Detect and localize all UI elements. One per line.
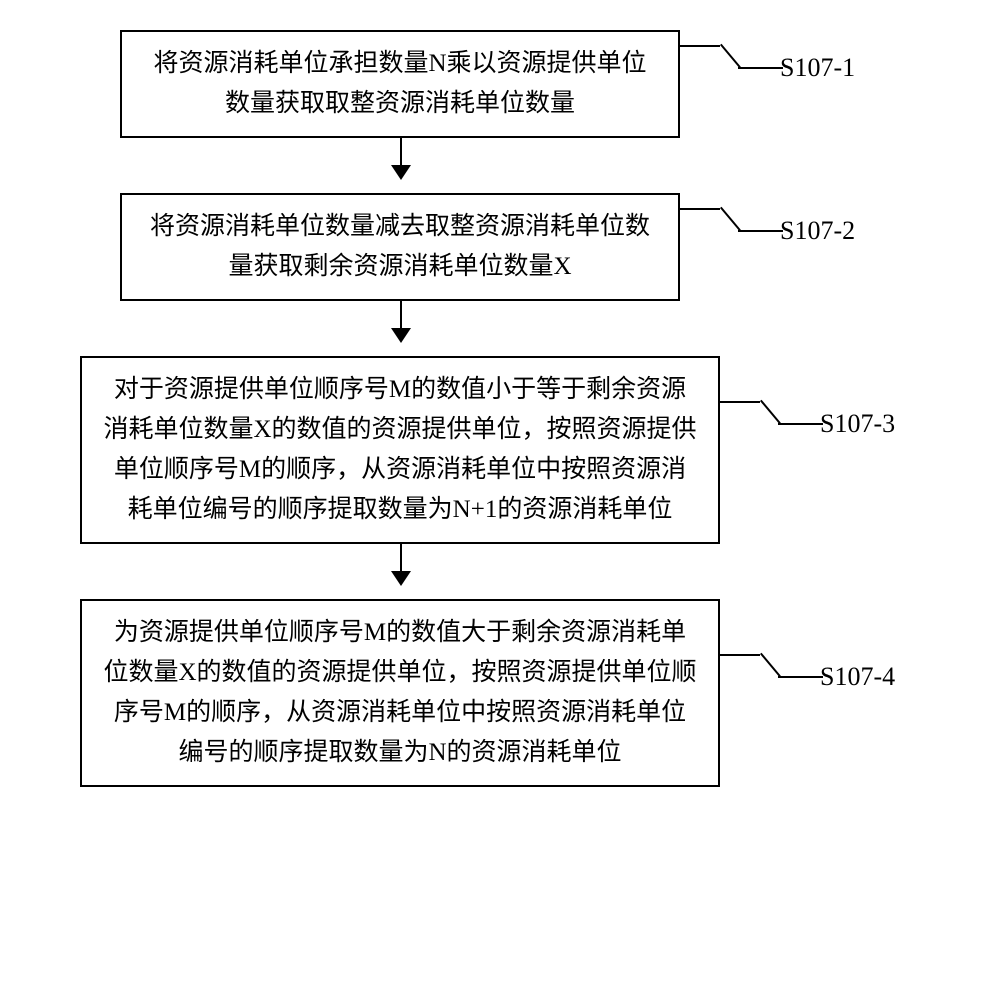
box-text: 将资源消耗单位数量减去取整资源消耗单位数量获取剩余资源消耗单位数量X xyxy=(150,213,650,280)
connector-end xyxy=(778,423,823,425)
step-row-2: 将资源消耗单位数量减去取整资源消耗单位数量获取剩余资源消耗单位数量X S107-… xyxy=(20,193,979,301)
flowchart-box-3: 对于资源提供单位顺序号M的数值小于等于剩余资源消耗单位数量X的数值的资源提供单位… xyxy=(80,356,720,544)
box-text: 将资源消耗单位承担数量N乘以资源提供单位数量获取取整资源消耗单位数量 xyxy=(153,50,646,117)
flowchart-box-1: 将资源消耗单位承担数量N乘以资源提供单位数量获取取整资源消耗单位数量 xyxy=(120,30,680,138)
flowchart-container: 将资源消耗单位承担数量N乘以资源提供单位数量获取取整资源消耗单位数量 S107-… xyxy=(20,30,979,787)
arrow-container-3 xyxy=(20,544,979,599)
box-text: 对于资源提供单位顺序号M的数值小于等于剩余资源消耗单位数量X的数值的资源提供单位… xyxy=(103,376,696,523)
step-row-1: 将资源消耗单位承担数量N乘以资源提供单位数量获取取整资源消耗单位数量 S107-… xyxy=(20,30,979,138)
step-label: S107-1 xyxy=(780,53,855,83)
arrow-down-icon xyxy=(400,301,402,341)
connector-curve xyxy=(720,401,790,441)
connector-curve xyxy=(720,654,790,694)
connector-end xyxy=(738,67,783,69)
step-row-3: 对于资源提供单位顺序号M的数值小于等于剩余资源消耗单位数量X的数值的资源提供单位… xyxy=(20,356,979,544)
flowchart-box-4: 为资源提供单位顺序号M的数值大于剩余资源消耗单位数量X的数值的资源提供单位，按照… xyxy=(80,599,720,787)
connector-curve xyxy=(680,45,750,85)
label-connector-2: S107-2 xyxy=(680,208,855,248)
flowchart-box-2: 将资源消耗单位数量减去取整资源消耗单位数量获取剩余资源消耗单位数量X xyxy=(120,193,680,301)
box-text: 为资源提供单位顺序号M的数值大于剩余资源消耗单位数量X的数值的资源提供单位，按照… xyxy=(103,619,696,766)
label-connector-1: S107-1 xyxy=(680,45,855,85)
step-label: S107-3 xyxy=(820,409,895,439)
arrow-down-icon xyxy=(400,138,402,178)
arrow-down-icon xyxy=(400,544,402,584)
step-label: S107-4 xyxy=(820,662,895,692)
label-connector-3: S107-3 xyxy=(720,401,895,441)
arrow-container-2 xyxy=(20,301,979,356)
label-connector-4: S107-4 xyxy=(720,654,895,694)
connector-end xyxy=(778,676,823,678)
step-row-4: 为资源提供单位顺序号M的数值大于剩余资源消耗单位数量X的数值的资源提供单位，按照… xyxy=(20,599,979,787)
connector-end xyxy=(738,230,783,232)
connector-curve xyxy=(680,208,750,248)
step-label: S107-2 xyxy=(780,216,855,246)
arrow-container-1 xyxy=(20,138,979,193)
